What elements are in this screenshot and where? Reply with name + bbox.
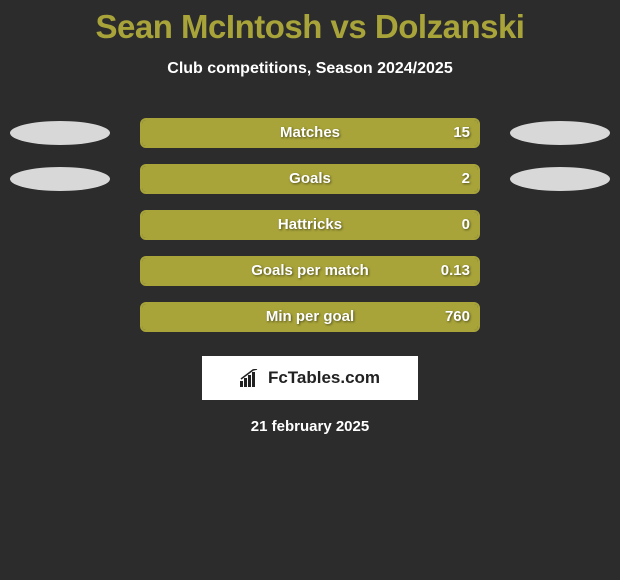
subtitle: Club competitions, Season 2024/2025 xyxy=(0,60,620,78)
stat-bar-fill xyxy=(142,166,478,192)
stat-row: Min per goal760 xyxy=(0,302,620,348)
stat-bar-fill xyxy=(142,258,478,284)
stat-row: Goals per match0.13 xyxy=(0,256,620,302)
stat-row: Hattricks0 xyxy=(0,210,620,256)
stat-bar: Goals per match0.13 xyxy=(140,256,480,286)
stat-row: Matches15 xyxy=(0,118,620,164)
date-text: 21 february 2025 xyxy=(0,418,620,435)
page-title: Sean McIntosh vs Dolzanski xyxy=(0,0,620,46)
player-ellipse-left xyxy=(10,121,110,145)
stat-row: Goals2 xyxy=(0,164,620,210)
brand-box: FcTables.com xyxy=(202,356,418,400)
player-ellipse-left xyxy=(10,167,110,191)
stat-rows: Matches15 Goals2 Hattricks0 Goals per match… xyxy=(0,118,620,348)
comparison-infographic: Sean McIntosh vs Dolzanski Club competit… xyxy=(0,0,620,580)
stat-bar-fill xyxy=(142,304,478,330)
player-ellipse-right xyxy=(510,121,610,145)
stat-bar-fill xyxy=(142,120,478,146)
player-ellipse-right xyxy=(510,167,610,191)
stat-bar-fill xyxy=(142,212,478,238)
stat-bar: Matches15 xyxy=(140,118,480,148)
stat-bar: Min per goal760 xyxy=(140,302,480,332)
chart-icon xyxy=(240,369,262,387)
stat-bar: Hattricks0 xyxy=(140,210,480,240)
stat-bar: Goals2 xyxy=(140,164,480,194)
brand-text: FcTables.com xyxy=(268,368,380,388)
